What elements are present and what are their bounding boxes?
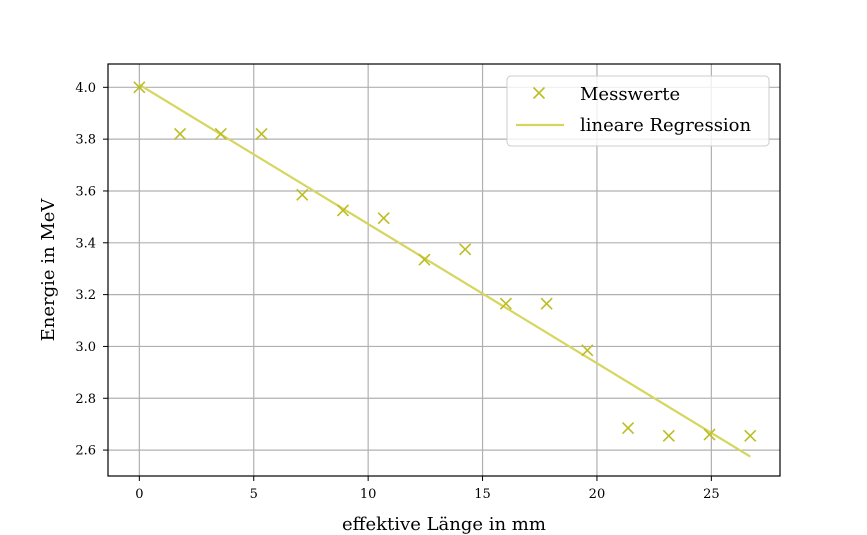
y-tick-label: 3.8 <box>75 133 96 148</box>
data-point <box>581 344 594 357</box>
data-point <box>214 127 227 141</box>
x-tick-label: 5 <box>250 487 258 502</box>
y-tick-label: 2.6 <box>75 444 96 459</box>
data-point <box>703 428 716 441</box>
data-point <box>377 212 390 225</box>
legend-label-regression: lineare Regression <box>580 115 752 136</box>
plot-frame <box>107 63 781 477</box>
legend: Messwerte lineare Regression <box>506 75 770 147</box>
x-tick-label: 20 <box>589 487 606 502</box>
data-point <box>499 297 512 310</box>
y-tick-label: 4.0 <box>75 81 96 96</box>
regression-line <box>138 83 751 458</box>
ticks: 0 5 10 15 20 25 2.6 2.8 3.0 3.2 3.4 3.6 3.8 4.0 <box>75 81 719 502</box>
legend-marker-messwerte <box>532 86 546 100</box>
series-layer <box>133 81 757 458</box>
data-point <box>540 297 553 310</box>
data-point <box>459 243 472 256</box>
legend-box <box>506 75 770 147</box>
data-point <box>744 429 757 442</box>
data-point <box>662 429 675 442</box>
data-point <box>296 188 309 201</box>
x-tick-label: 0 <box>135 487 143 502</box>
y-tick-label: 3.2 <box>75 288 96 303</box>
legend-label-messwerte: Messwerte <box>580 84 680 105</box>
data-point <box>418 253 431 266</box>
data-point <box>174 127 187 141</box>
y-axis-label: Energie in MeV <box>38 198 59 342</box>
data-point <box>133 81 146 94</box>
legend-marker-x <box>532 86 546 100</box>
x-tick-label: 25 <box>703 487 720 502</box>
data-point <box>336 204 350 217</box>
data-point <box>622 421 635 435</box>
x-tick-label: 10 <box>360 487 377 502</box>
y-tick-label: 2.8 <box>75 392 96 407</box>
data-point <box>255 127 268 141</box>
x-axis-label: effektive Länge in mm <box>342 514 546 535</box>
x-tick-label: 15 <box>474 487 491 502</box>
y-tick-label: 3.6 <box>75 184 96 199</box>
y-tick-label: 3.0 <box>75 340 96 355</box>
y-tick-label: 3.4 <box>75 236 96 251</box>
